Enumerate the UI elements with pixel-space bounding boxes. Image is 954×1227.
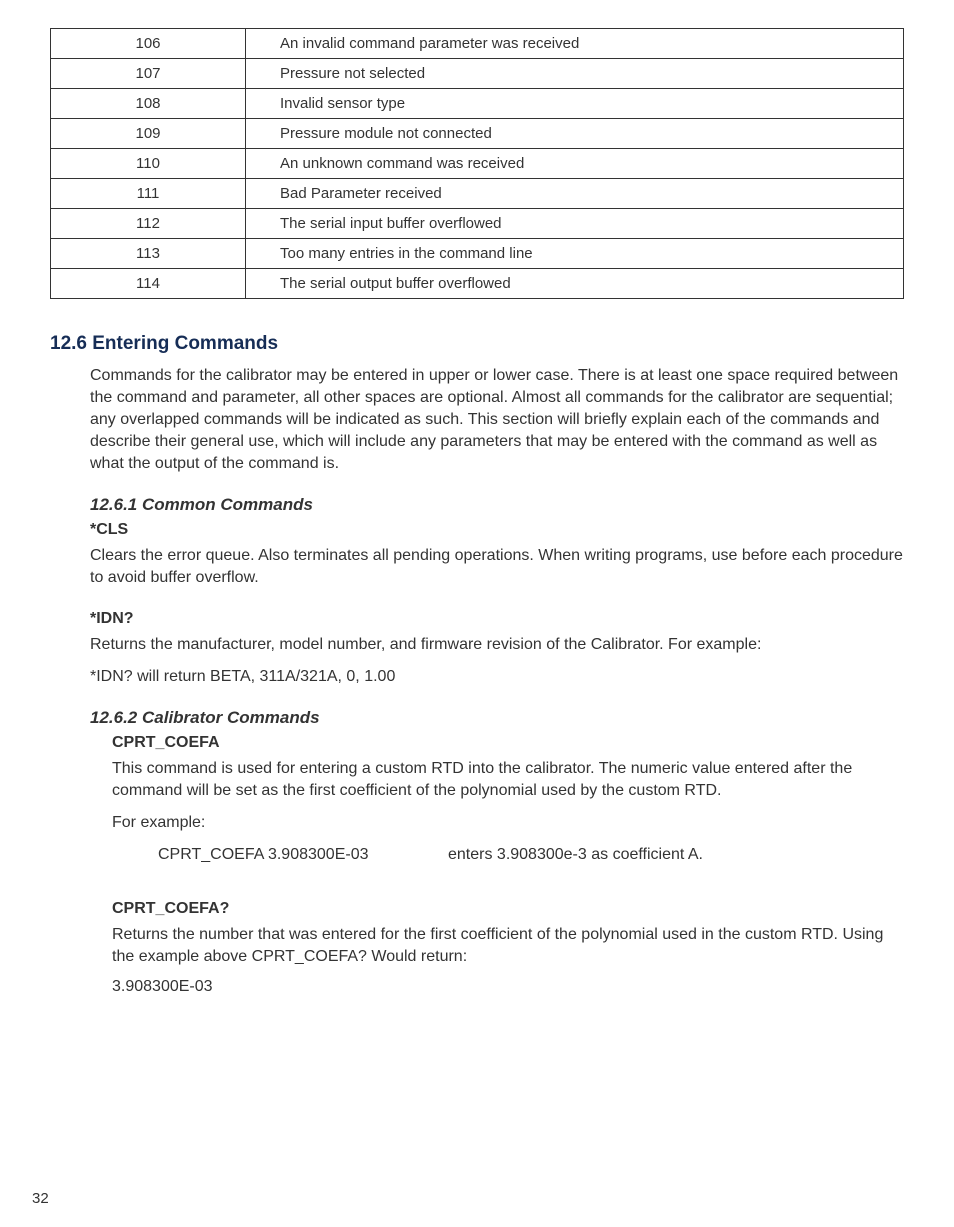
error-table-body: 106 An invalid command parameter was rec… <box>51 29 904 299</box>
table-row: 113 Too many entries in the command line <box>51 239 904 269</box>
command-body: Clears the error queue. Also terminates … <box>90 545 904 589</box>
table-row: 114 The serial output buffer overflowed <box>51 269 904 299</box>
table-row: 107 Pressure not selected <box>51 59 904 89</box>
command-body: Returns the manufacturer, model number, … <box>90 634 904 656</box>
error-code: 110 <box>51 149 246 179</box>
command-body: This command is used for entering a cust… <box>112 758 904 802</box>
error-code: 108 <box>51 89 246 119</box>
error-desc: Pressure module not connected <box>246 119 904 149</box>
page-number: 32 <box>32 1190 49 1207</box>
error-code: 112 <box>51 209 246 239</box>
command-example: *IDN? will return BETA, 311A/321A, 0, 1.… <box>90 666 904 688</box>
error-code: 109 <box>51 119 246 149</box>
example-command: CPRT_COEFA 3.908300E-03 <box>158 844 448 866</box>
section-heading: 12.6 Entering Commands <box>50 333 904 355</box>
error-desc: Invalid sensor type <box>246 89 904 119</box>
error-desc: The serial output buffer overflowed <box>246 269 904 299</box>
table-row: 106 An invalid command parameter was rec… <box>51 29 904 59</box>
error-desc: The serial input buffer overflowed <box>246 209 904 239</box>
command-name: CPRT_COEFA <box>112 734 904 752</box>
command-body: Returns the number that was entered for … <box>112 924 904 968</box>
error-desc: Too many entries in the command line <box>246 239 904 269</box>
table-row: 109 Pressure module not connected <box>51 119 904 149</box>
command-result: 3.908300E-03 <box>112 976 904 998</box>
table-row: 112 The serial input buffer overflowed <box>51 209 904 239</box>
subsection-heading: 12.6.1 Common Commands <box>90 495 904 515</box>
error-code-table: 106 An invalid command parameter was rec… <box>50 28 904 299</box>
command-name: CPRT_COEFA? <box>112 900 904 918</box>
table-row: 111 Bad Parameter received <box>51 179 904 209</box>
error-desc: An unknown command was received <box>246 149 904 179</box>
section-body: Commands for the calibrator may be enter… <box>90 365 904 475</box>
error-code: 106 <box>51 29 246 59</box>
command-name: *IDN? <box>90 610 904 628</box>
example-label: For example: <box>112 812 904 834</box>
error-desc: Pressure not selected <box>246 59 904 89</box>
error-code: 111 <box>51 179 246 209</box>
table-row: 110 An unknown command was received <box>51 149 904 179</box>
table-row: 108 Invalid sensor type <box>51 89 904 119</box>
command-name: *CLS <box>90 521 904 539</box>
example-result: enters 3.908300e-3 as coefficient A. <box>448 844 703 866</box>
error-desc: An invalid command parameter was receive… <box>246 29 904 59</box>
error-code: 114 <box>51 269 246 299</box>
subsection-heading: 12.6.2 Calibrator Commands <box>90 708 904 728</box>
error-code: 113 <box>51 239 246 269</box>
error-code: 107 <box>51 59 246 89</box>
error-desc: Bad Parameter received <box>246 179 904 209</box>
